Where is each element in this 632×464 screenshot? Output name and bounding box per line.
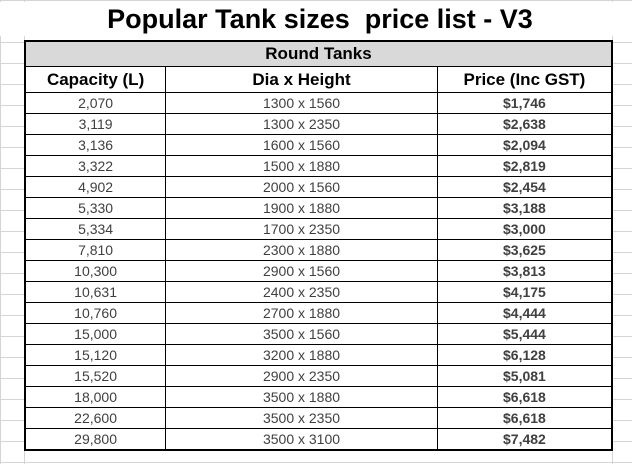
table-row: 18,000 3500 x 1880 $6,618 xyxy=(24,386,613,408)
table-row: 5,330 1900 x 1880 $3,188 xyxy=(24,197,613,219)
capacity-cell: 5,334 xyxy=(24,218,167,240)
dimensions-cell: 2000 x 1560 xyxy=(165,176,438,198)
dimensions-cell: 3500 x 1880 xyxy=(165,386,438,408)
capacity-cell: 7,810 xyxy=(24,239,167,261)
dimensions-cell: 1600 x 1560 xyxy=(165,134,438,156)
price-cell: $3,625 xyxy=(436,239,613,261)
table-row: 3,322 1500 x 1880 $2,819 xyxy=(24,155,613,177)
table-row: 29,800 3500 x 3100 $7,482 xyxy=(24,428,613,451)
capacity-cell: 5,330 xyxy=(24,197,167,219)
column-header-price: Price (Inc GST) xyxy=(436,66,613,93)
capacity-cell: 10,300 xyxy=(24,260,167,282)
capacity-cell: 3,322 xyxy=(24,155,167,177)
price-cell: $5,444 xyxy=(436,323,613,345)
dimensions-cell: 2900 x 1560 xyxy=(165,260,438,282)
capacity-cell: 3,136 xyxy=(24,134,167,156)
dimensions-cell: 1700 x 2350 xyxy=(165,218,438,240)
capacity-cell: 4,902 xyxy=(24,176,167,198)
table-row: 15,120 3200 x 1880 $6,128 xyxy=(24,344,613,366)
table-row: 22,600 3500 x 2350 $6,618 xyxy=(24,407,613,429)
section-header-row: Round Tanks xyxy=(24,40,613,67)
price-table: Round Tanks Capacity (L) Dia x Height Pr… xyxy=(24,40,613,451)
price-cell: $6,618 xyxy=(436,407,613,429)
table-row: 10,300 2900 x 1560 $3,813 xyxy=(24,260,613,282)
price-cell: $2,819 xyxy=(436,155,613,177)
capacity-cell: 2,070 xyxy=(24,92,167,114)
table-row: 10,631 2400 x 2350 $4,175 xyxy=(24,281,613,303)
capacity-cell: 15,520 xyxy=(24,365,167,387)
table-row: 5,334 1700 x 2350 $3,000 xyxy=(24,218,613,240)
dimensions-cell: 3200 x 1880 xyxy=(165,344,438,366)
dimensions-cell: 3500 x 3100 xyxy=(165,428,438,451)
price-cell: $3,000 xyxy=(436,218,613,240)
capacity-cell: 22,600 xyxy=(24,407,167,429)
column-header-dimensions: Dia x Height xyxy=(165,66,438,93)
table-row: 10,760 2700 x 1880 $4,444 xyxy=(24,302,613,324)
table-row: 15,000 3500 x 1560 $5,444 xyxy=(24,323,613,345)
price-cell: $2,638 xyxy=(436,113,613,135)
capacity-cell: 10,631 xyxy=(24,281,167,303)
price-cell: $3,813 xyxy=(436,260,613,282)
capacity-cell: 15,000 xyxy=(24,323,167,345)
dimensions-cell: 2900 x 2350 xyxy=(165,365,438,387)
price-cell: $7,482 xyxy=(436,428,613,451)
table-row: 3,119 1300 x 2350 $2,638 xyxy=(24,113,613,135)
price-cell: $4,444 xyxy=(436,302,613,324)
price-cell: $2,094 xyxy=(436,134,613,156)
price-cell: $2,454 xyxy=(436,176,613,198)
price-cell: $3,188 xyxy=(436,197,613,219)
column-header-capacity: Capacity (L) xyxy=(24,66,167,93)
capacity-cell: 15,120 xyxy=(24,344,167,366)
capacity-cell: 29,800 xyxy=(24,428,167,451)
table-row: 7,810 2300 x 1880 $3,625 xyxy=(24,239,613,261)
table-row: 2,070 1300 x 1560 $1,746 xyxy=(24,92,613,114)
table-row: 15,520 2900 x 2350 $5,081 xyxy=(24,365,613,387)
column-header-row: Capacity (L) Dia x Height Price (Inc GST… xyxy=(24,66,613,93)
dimensions-cell: 3500 x 1560 xyxy=(165,323,438,345)
dimensions-cell: 2400 x 2350 xyxy=(165,281,438,303)
dimensions-cell: 2300 x 1880 xyxy=(165,239,438,261)
dimensions-cell: 3500 x 2350 xyxy=(165,407,438,429)
dimensions-cell: 1300 x 1560 xyxy=(165,92,438,114)
table-row: 4,902 2000 x 1560 $2,454 xyxy=(24,176,613,198)
price-cell: $4,175 xyxy=(436,281,613,303)
dimensions-cell: 2700 x 1880 xyxy=(165,302,438,324)
page-title: Popular Tank sizes price list - V3 xyxy=(0,2,632,36)
capacity-cell: 10,760 xyxy=(24,302,167,324)
price-cell: $6,128 xyxy=(436,344,613,366)
table-row: 3,136 1600 x 1560 $2,094 xyxy=(24,134,613,156)
table-body: 2,070 1300 x 1560 $1,746 3,119 1300 x 2350 $2… xyxy=(24,92,613,451)
capacity-cell: 3,119 xyxy=(24,113,167,135)
section-label: Round Tanks xyxy=(24,40,613,67)
price-cell: $5,081 xyxy=(436,365,613,387)
price-cell: $1,746 xyxy=(436,92,613,114)
dimensions-cell: 1500 x 1880 xyxy=(165,155,438,177)
dimensions-cell: 1300 x 2350 xyxy=(165,113,438,135)
dimensions-cell: 1900 x 1880 xyxy=(165,197,438,219)
price-cell: $6,618 xyxy=(436,386,613,408)
capacity-cell: 18,000 xyxy=(24,386,167,408)
